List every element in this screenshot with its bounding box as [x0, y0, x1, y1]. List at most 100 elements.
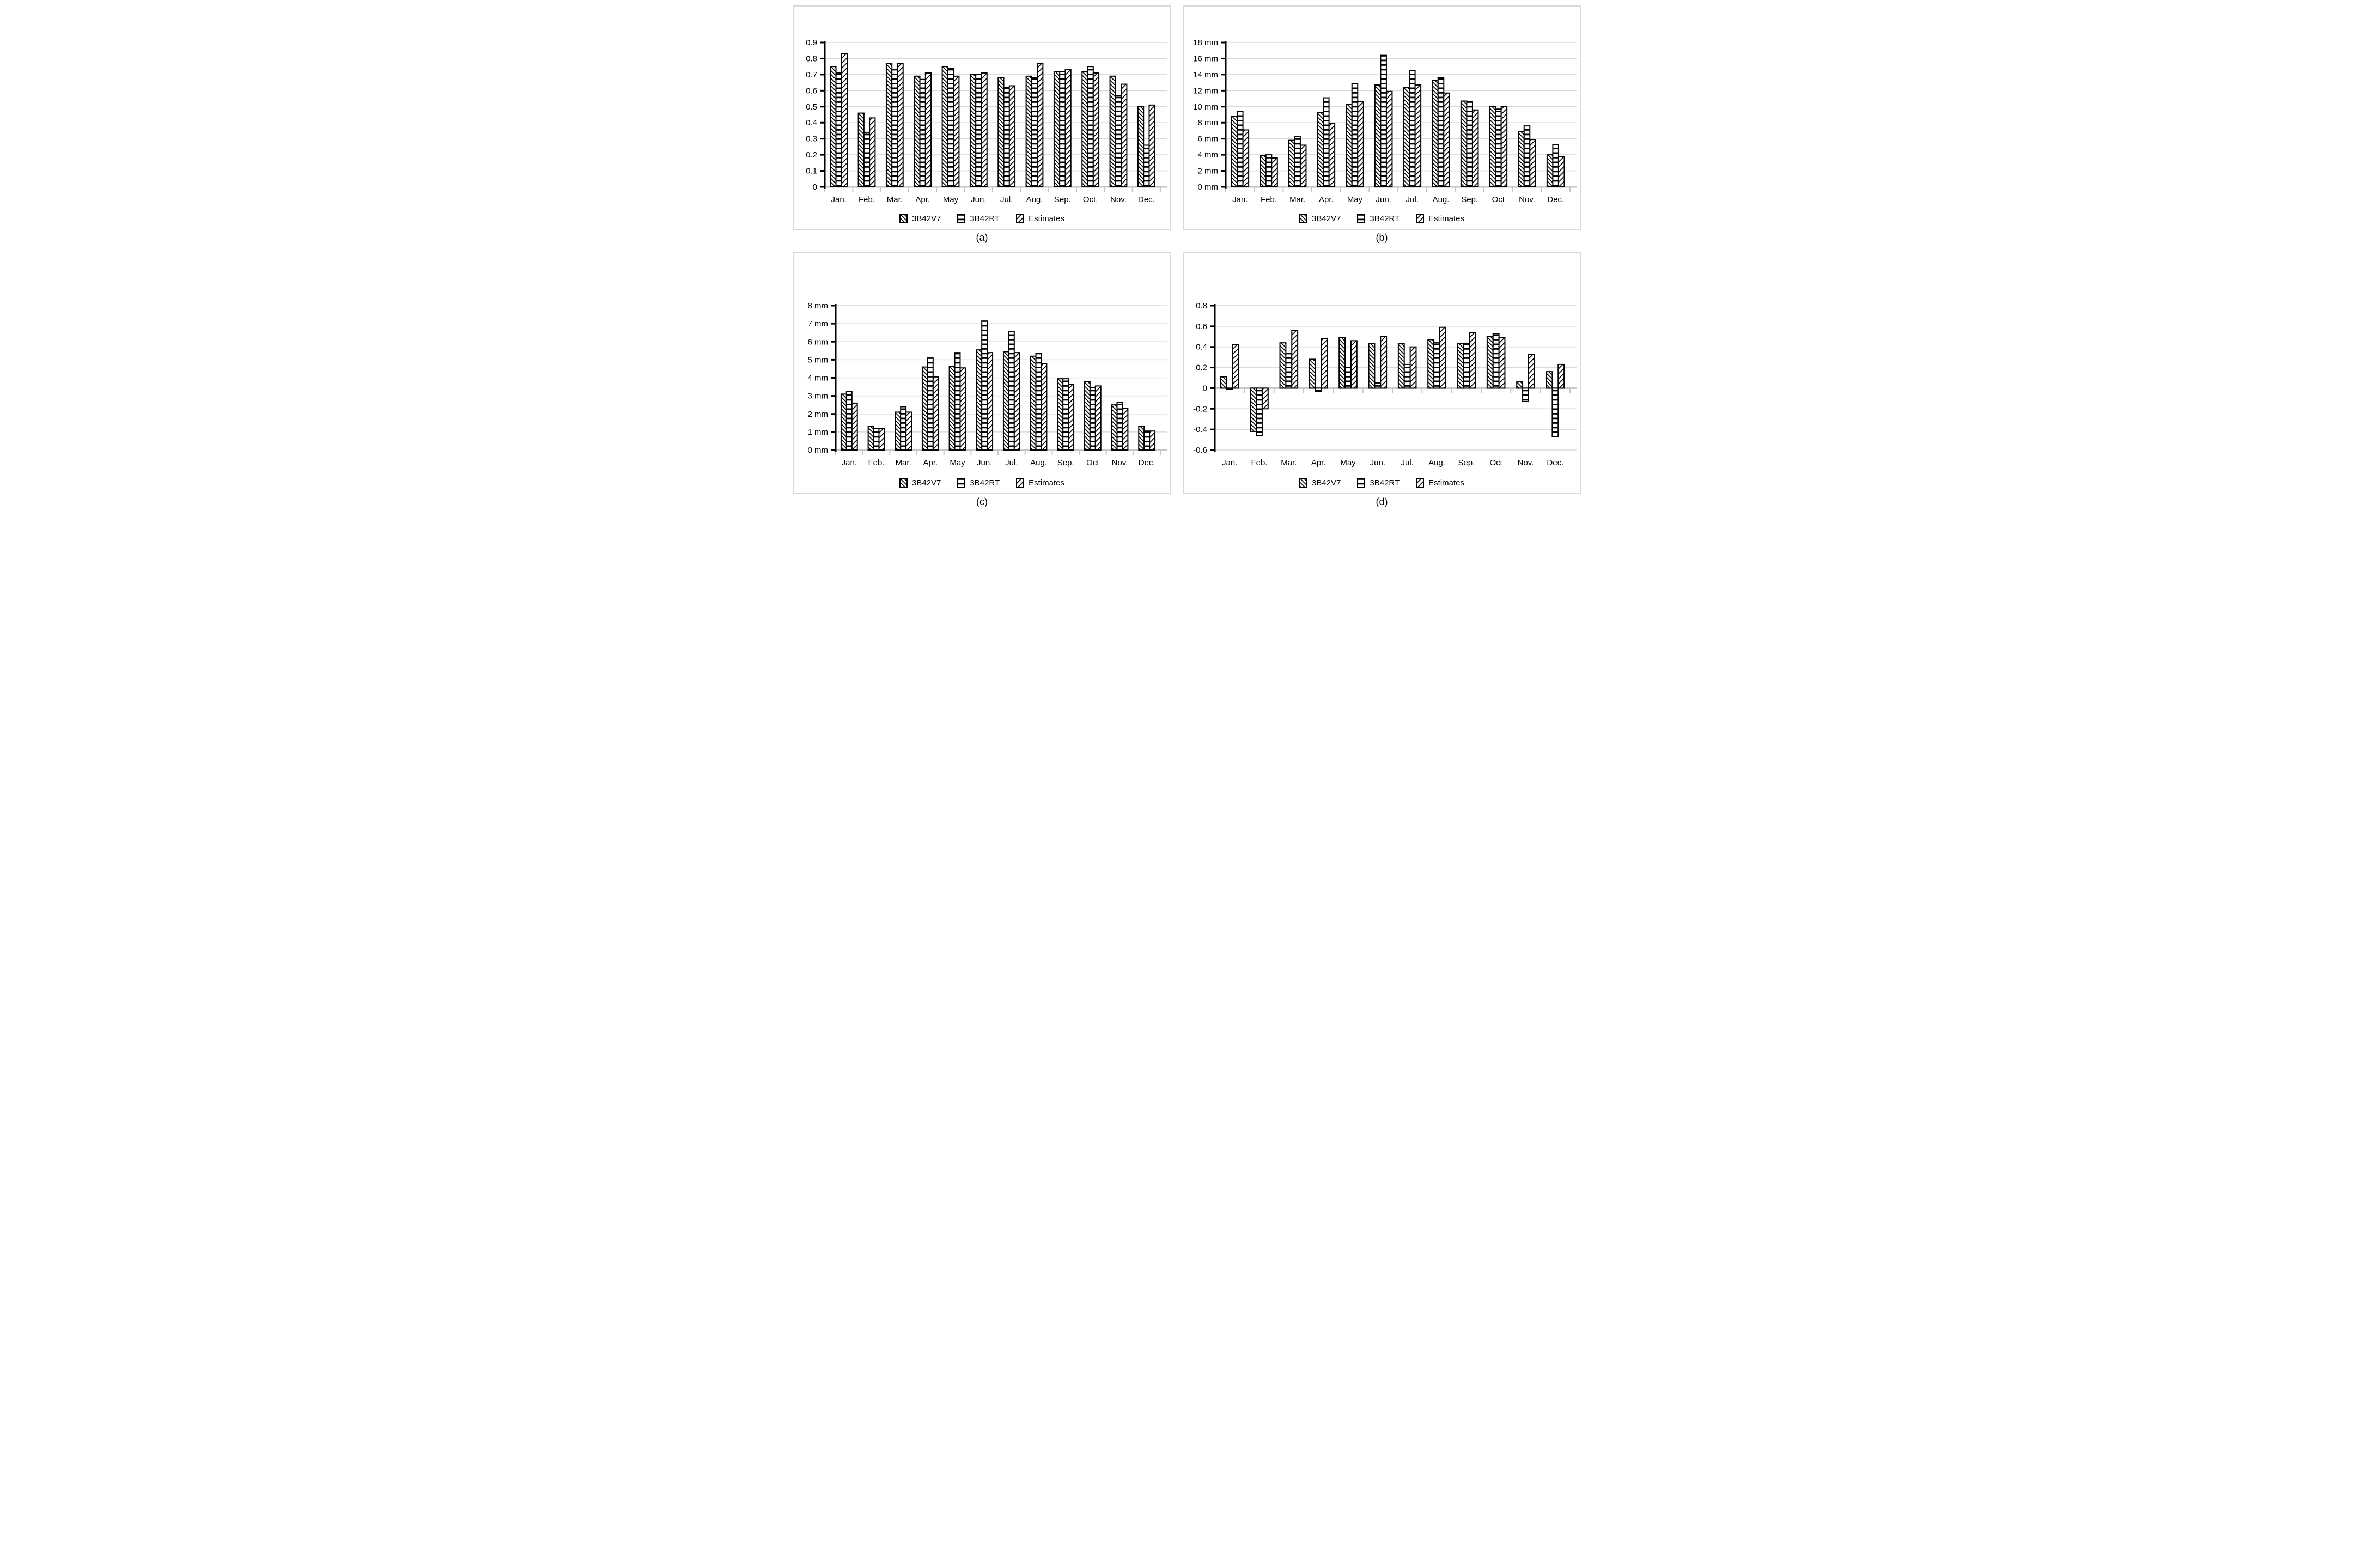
bar-3b42rt-apr — [1322, 97, 1330, 187]
y-tick-label: 0.2 — [806, 150, 817, 160]
y-axis — [819, 41, 825, 189]
month-label: Mar. — [895, 458, 911, 467]
bar-3b42v7-apr — [921, 366, 928, 451]
y-tick-label: 0.4 — [1196, 343, 1207, 352]
bar-estimates-may — [952, 75, 959, 188]
legend-swatch-icon — [957, 478, 966, 488]
bar-3b42v7-jun — [1374, 84, 1381, 187]
bar-3b42rt-feb — [863, 131, 870, 187]
month-label: May — [950, 458, 965, 467]
series-3b42rt — [835, 66, 1149, 188]
bar-estimates-jul — [1013, 352, 1020, 451]
swatch-rect — [1416, 214, 1425, 223]
bar-3b42v7-jun — [1368, 343, 1375, 389]
month-label: Aug. — [1026, 195, 1043, 204]
bar-estimates-dec — [1148, 104, 1155, 187]
legend-item-estimates: Estimates — [1416, 214, 1464, 223]
bar-3b42v7-sep — [1056, 378, 1063, 451]
bar-3b42rt-jan — [1236, 111, 1244, 187]
y-tick-label: 14 mm — [1193, 70, 1218, 80]
series-estimates — [1232, 326, 1565, 410]
month-label: Oct — [1086, 458, 1099, 467]
bar-estimates-mar — [1299, 144, 1306, 187]
bar-estimates-oct — [1498, 337, 1505, 389]
bar-3b42v7-apr — [1317, 112, 1324, 187]
legend-swatch-icon — [1299, 478, 1307, 488]
y-tick-label: 3 mm — [807, 392, 828, 401]
bar-3b42rt-nov — [1523, 125, 1530, 187]
month-label: Dec. — [1137, 195, 1154, 204]
bar-3b42rt-jul — [1408, 70, 1416, 188]
bar-3b42v7-sep — [1457, 343, 1464, 389]
bar-estimates-sep — [1471, 109, 1478, 187]
bar-3b42rt-aug — [1035, 353, 1042, 451]
y-tick-labels: 0 mm 2 mm 4 mm 6 mm 8 mm 10 mm 12 mm 14 mm 16 mm… — [1193, 38, 1218, 192]
bar-3b42rt-sep — [1062, 378, 1069, 451]
legend-b: 3B42V7 3B42RT Estimates — [1185, 209, 1579, 228]
y-tick-label: 6 mm — [1197, 135, 1218, 144]
month-label: Oct. — [1082, 195, 1098, 204]
bar-estimates-dec — [1557, 363, 1565, 389]
bar-3b42v7-aug — [1431, 80, 1439, 187]
caption-d: (d) — [1376, 496, 1388, 507]
swatch-rect — [957, 478, 966, 488]
bar-estimates-oct — [1094, 385, 1102, 451]
cell-a: 0 0.1 0.2 0.3 0.4 0.5 0.6 0.7 0.8 0.9 Jan. Feb. Mar.… — [793, 5, 1171, 249]
bar-3b42v7-oct — [1489, 106, 1496, 187]
y-tick-label: 0.6 — [806, 86, 817, 95]
legend-item-estimates: Estimates — [1016, 478, 1064, 488]
legend-label: Estimates — [1428, 478, 1464, 488]
swatch-rect — [1016, 478, 1025, 488]
month-label: Jul. — [1005, 458, 1018, 467]
bar-3b42rt-may — [1351, 83, 1358, 187]
month-label: Jul. — [1000, 195, 1012, 204]
series-3b42rt — [1226, 333, 1559, 437]
legend-label: 3B42V7 — [911, 214, 941, 223]
bar-estimates-oct — [1500, 106, 1507, 187]
swatch-rect — [1416, 478, 1425, 488]
bar-3b42v7-jan — [1220, 376, 1227, 389]
bar-estimates-nov — [1120, 83, 1127, 187]
bar-estimates-apr — [1321, 338, 1328, 389]
bar-3b42v7-feb — [1249, 387, 1257, 432]
swatch-rect — [1357, 214, 1366, 223]
bar-chart-b: 0 mm 2 mm 4 mm 6 mm 8 mm 10 mm 12 mm 14 mm 16 mm… — [1193, 38, 1577, 204]
y-tick-label: 5 mm — [807, 355, 828, 364]
month-label: Jan. — [1232, 195, 1248, 204]
legend-label: Estimates — [1029, 478, 1064, 488]
bar-3b42rt-jul — [1003, 87, 1010, 187]
y-tick-label: 0.6 — [1196, 322, 1207, 331]
swatch-rect — [1299, 478, 1307, 488]
bar-3b42v7-jul — [1002, 351, 1009, 451]
bar-estimates-jul — [1008, 85, 1015, 187]
bar-3b42rt-aug — [1433, 342, 1440, 389]
month-label: Apr. — [923, 458, 938, 467]
bar-3b42rt-sep — [1465, 101, 1473, 187]
y-tick-labels: 0 0.1 0.2 0.3 0.4 0.5 0.6 0.7 0.8 0.9 — [806, 38, 817, 192]
bar-estimates-sep — [1064, 69, 1072, 187]
bar-3b42v7-may — [941, 66, 948, 187]
cell-b: 0 mm 2 mm 4 mm 6 mm 8 mm 10 mm 12 mm 14 mm 16 mm… — [1183, 5, 1581, 249]
bar-3b42rt-sep — [1462, 343, 1470, 389]
bar-3b42v7-feb — [867, 426, 874, 451]
bar-estimates-jan — [841, 53, 848, 187]
bar-3b42v7-aug — [1427, 339, 1434, 389]
month-label: Jul. — [1401, 458, 1413, 467]
bar-3b42rt-jan — [845, 391, 853, 451]
y-axis — [1209, 304, 1215, 452]
bar-chart-a: 0 0.1 0.2 0.3 0.4 0.5 0.6 0.7 0.8 0.9 Jan. Feb. Mar.… — [806, 38, 1167, 204]
bar-3b42v7-apr — [1309, 358, 1316, 389]
y-tick-label: 0.4 — [806, 118, 817, 127]
y-tick-label: 0.3 — [806, 135, 817, 144]
chart-grid: 0 0.1 0.2 0.3 0.4 0.5 0.6 0.7 0.8 0.9 Jan. Feb. Mar.… — [793, 5, 1586, 513]
bar-3b42v7-jan — [840, 393, 847, 451]
bar-3b42rt-dec — [1143, 430, 1150, 451]
month-label: Nov. — [1110, 195, 1127, 204]
bar-3b42v7-jul — [997, 77, 1005, 188]
month-label: May — [1347, 195, 1362, 204]
y-tick-label: 2 mm — [1197, 167, 1218, 176]
legend-swatch-icon — [1299, 214, 1307, 223]
bar-3b42v7-oct — [1084, 381, 1091, 451]
legend-swatch-icon — [1016, 214, 1025, 223]
y-tick-label: 0.8 — [806, 54, 817, 63]
